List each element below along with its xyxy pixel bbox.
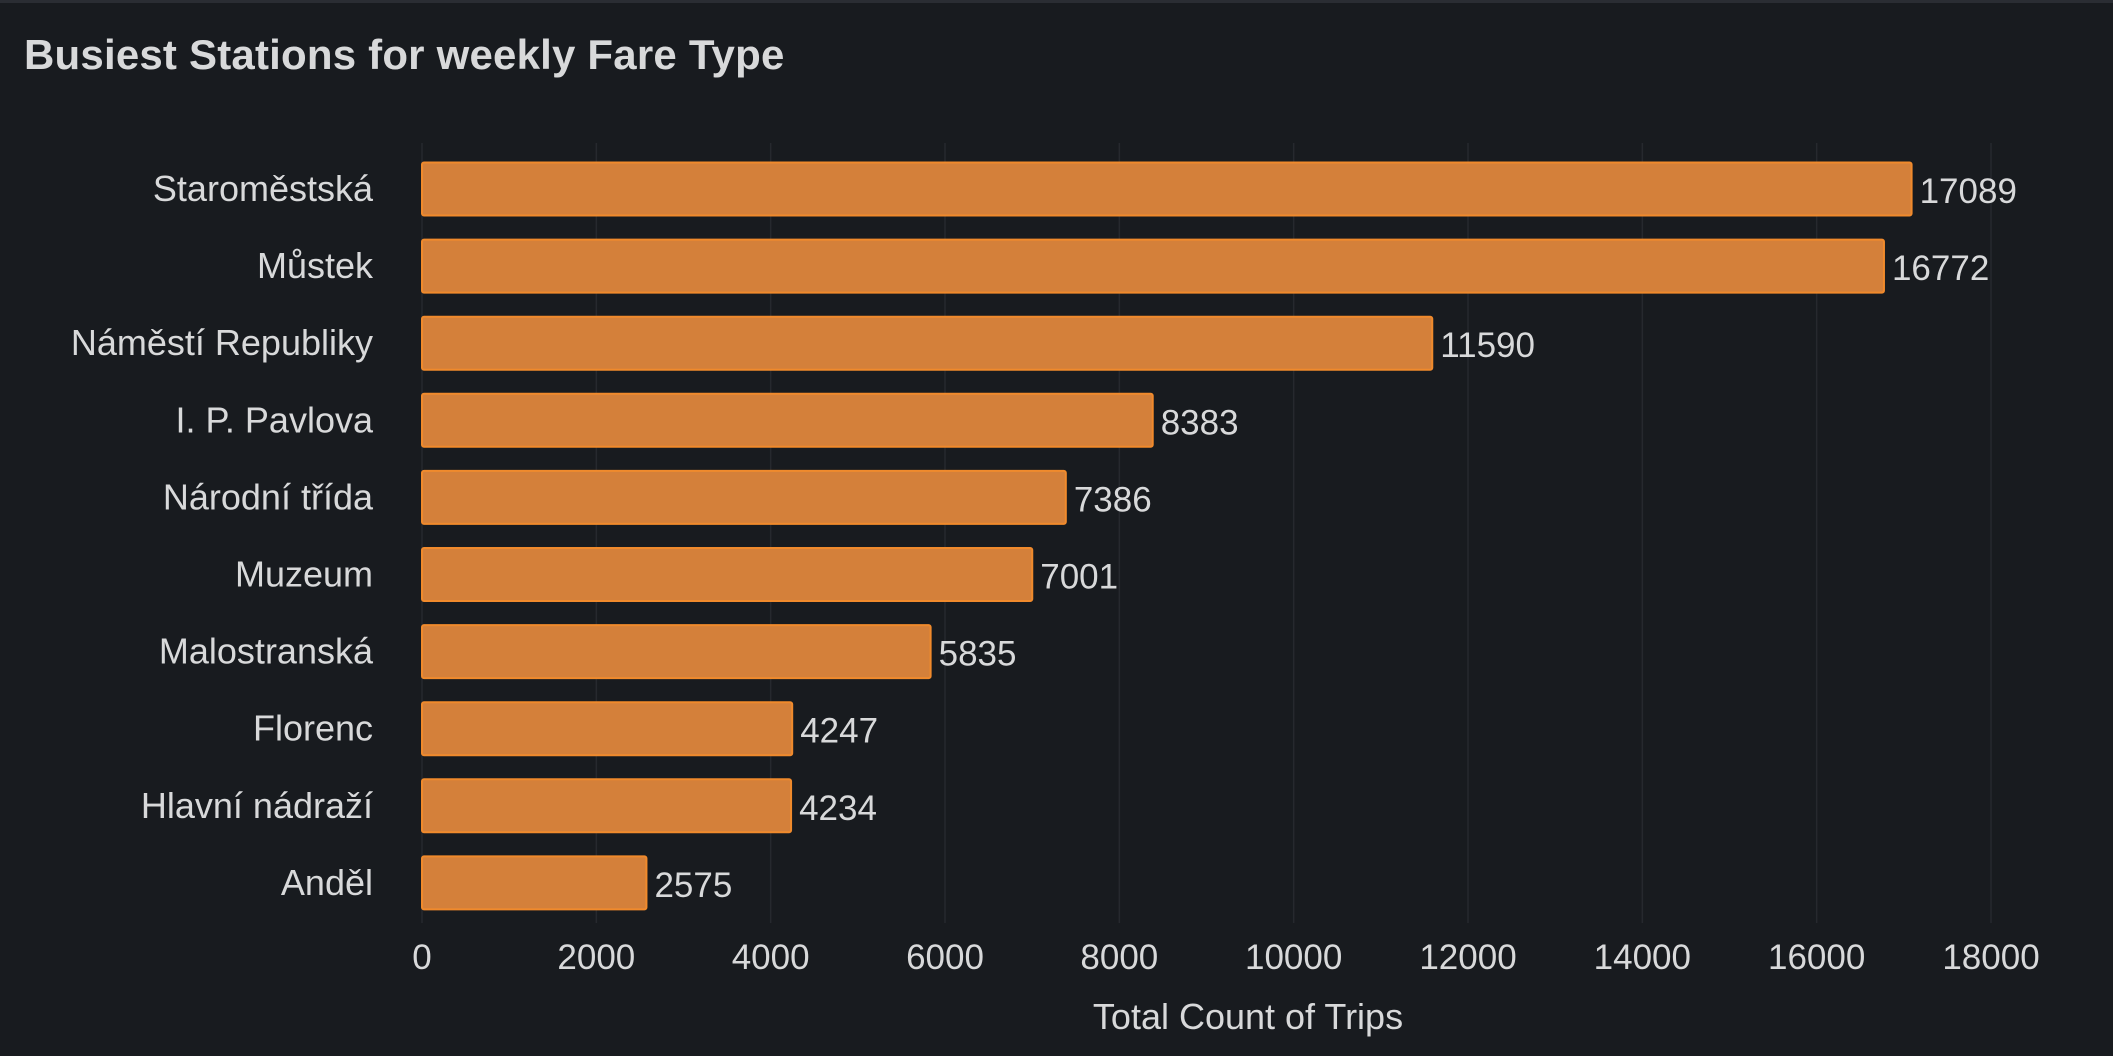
category-label: Náměstí Republiky <box>71 322 373 363</box>
category-label: Florenc <box>253 708 373 749</box>
category-labels: Staroměstská Můstek Náměstí Republiky I. P.… <box>71 168 374 903</box>
x-tick-label: 10000 <box>1245 938 1342 977</box>
value-label: 7001 <box>1040 558 1118 597</box>
x-tick-label: 6000 <box>906 938 984 977</box>
bar <box>421 701 794 757</box>
bar <box>421 855 648 911</box>
panel-title: Busiest Stations for weekly Fare Type <box>24 31 785 78</box>
x-tick-label: 12000 <box>1419 938 1516 977</box>
category-label: Anděl <box>281 862 373 903</box>
x-axis-title: Total Count of Trips <box>1093 996 1403 1037</box>
value-label: 7386 <box>1074 480 1152 519</box>
bar <box>421 392 1154 448</box>
value-label: 8383 <box>1161 403 1239 442</box>
value-label: 17089 <box>1920 172 2017 211</box>
bar <box>421 161 1913 217</box>
bar <box>421 315 1434 371</box>
category-label: Staroměstská <box>153 168 374 209</box>
x-tick-label: 14000 <box>1594 938 1691 977</box>
value-label: 4234 <box>799 789 877 828</box>
bar <box>421 238 1885 294</box>
bar <box>421 624 932 680</box>
x-tick-label: 2000 <box>557 938 635 977</box>
bars <box>421 161 1913 911</box>
x-tick-label: 0 <box>412 938 431 977</box>
category-label: Muzeum <box>235 554 373 595</box>
bar-chart: Staroměstská Můstek Náměstí Republiky I. P.… <box>71 143 2040 1037</box>
x-axis-tick-labels: 0 2000 4000 6000 8000 10000 12000 14000 16000 180… <box>412 938 2039 977</box>
value-label: 2575 <box>654 866 732 905</box>
category-label: Hlavní nádraží <box>141 785 373 826</box>
category-label: Malostranská <box>159 631 374 672</box>
value-label: 4247 <box>800 712 878 751</box>
bar <box>421 547 1034 602</box>
category-label: I. P. Pavlova <box>176 399 374 440</box>
value-label: 16772 <box>1892 249 1989 288</box>
bar <box>421 469 1067 525</box>
category-label: Národní třída <box>163 476 374 517</box>
value-label: 11590 <box>1440 326 1535 365</box>
x-tick-label: 18000 <box>1942 938 2039 977</box>
bar <box>421 778 793 834</box>
x-tick-label: 8000 <box>1080 938 1158 977</box>
category-label: Můstek <box>257 245 374 286</box>
x-tick-label: 4000 <box>732 938 810 977</box>
x-tick-label: 16000 <box>1768 938 1865 977</box>
value-label: 5835 <box>939 635 1017 674</box>
